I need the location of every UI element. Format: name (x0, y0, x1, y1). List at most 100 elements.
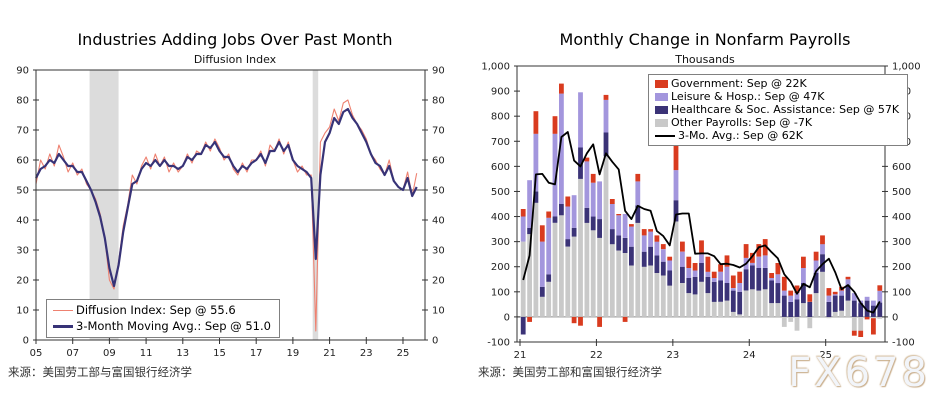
bar-segment (769, 280, 774, 304)
bar-segment (820, 271, 825, 317)
bar-segment (654, 255, 660, 273)
bar-segment (877, 302, 883, 317)
axis-tick-label: 700 (491, 137, 510, 148)
axis-tick-label: 17 (250, 348, 263, 359)
axis-tick-label: 19 (287, 348, 300, 359)
bar-segment (539, 286, 545, 297)
bar-segment (692, 263, 698, 271)
axis-tick-label: 60 (16, 156, 29, 167)
axis-tick-label: 23 (666, 350, 679, 361)
bar-segment (609, 244, 615, 317)
bar-segment (807, 294, 813, 302)
bar-segment (603, 94, 609, 100)
bar-segment (845, 279, 851, 286)
bar-segment (571, 227, 577, 237)
axis-tick-label: 25 (819, 350, 832, 361)
bar-segment (686, 268, 692, 278)
legend-label: Healthcare & Soc. Assistance: Sep @ 57K (671, 103, 900, 116)
axis-tick-label: 0 (892, 312, 898, 323)
legend-item: Other Payrolls: Sep @ -7K (655, 116, 899, 129)
bar-segment (686, 256, 692, 268)
bar-segment (578, 316, 583, 326)
bar-segment (775, 283, 781, 304)
bar-segment (788, 301, 794, 317)
bar-segment (845, 276, 851, 280)
bar-segment (527, 234, 532, 317)
bar-segment (552, 133, 558, 217)
axis-tick-label: 900 (491, 87, 510, 98)
axis-tick-label: 21 (514, 350, 527, 361)
legend-item: Healthcare & Soc. Assistance: Sep @ 57K (655, 103, 899, 116)
bar-segment (641, 266, 647, 317)
bar-segment (667, 270, 673, 286)
legend-item: Leisure & Hosp.: Sep @ 47K (655, 90, 899, 103)
three-month-average-line (522, 131, 881, 314)
bar-segment (762, 239, 768, 256)
axis-tick-label: 30 (16, 246, 29, 257)
legend-color-swatch (655, 119, 668, 127)
bar-segment (718, 264, 723, 272)
bar-segment (660, 244, 666, 250)
bar-segment (673, 221, 679, 317)
bar-segment (660, 261, 666, 276)
bar-segment (559, 204, 564, 216)
bar-segment (839, 295, 844, 311)
bar-segment (527, 180, 532, 228)
axis-tick-label: 20 (16, 276, 29, 287)
legend-item: Government: Sep @ 22K (655, 77, 899, 90)
bar-segment (629, 224, 634, 227)
axis-tick-label: 70 (16, 126, 29, 137)
legend-item: 3-Mo. Avg.: Sep @ 62K (655, 129, 899, 142)
axis-tick-label: 90 (432, 66, 445, 77)
bar-segment (616, 250, 622, 317)
axis-tick-label: 24 (743, 350, 756, 361)
bar-segment (571, 195, 577, 228)
nonfarm-payrolls-chart-panel: Monthly Change in Nonfarm Payrolls Thous… (470, 0, 940, 413)
bar-segment (737, 314, 743, 317)
left-chart-legend: Diffusion Index: Sep @ 55.6 3-Month Movin… (46, 299, 280, 338)
bar-segment (527, 316, 532, 322)
axis-tick-label: 100 (892, 287, 911, 298)
axis-tick-label: 11 (140, 348, 153, 359)
bar-segment (851, 330, 857, 336)
bar-segment (737, 283, 743, 292)
axis-tick-label: 800 (491, 112, 510, 123)
bar-segment (801, 303, 806, 317)
legend-color-swatch (655, 106, 668, 114)
legend-line-swatch (53, 310, 73, 311)
bar-segment (648, 265, 653, 317)
bar-segment (699, 254, 704, 263)
bar-segment (743, 244, 749, 258)
bar-segment (826, 288, 832, 296)
bar-segment (756, 256, 762, 268)
bar-segment (597, 181, 602, 219)
bar-segment (641, 229, 647, 236)
bar-segment (546, 281, 552, 317)
axis-tick-label: 600 (892, 162, 911, 173)
bar-segment (877, 316, 883, 319)
plot-border (35, 69, 426, 341)
bar-segment (820, 244, 825, 255)
bar-segment (552, 216, 558, 223)
axis-tick-label: 500 (892, 187, 911, 198)
bar-segment (597, 316, 602, 327)
bar-segment (750, 263, 755, 266)
bar-segment (546, 217, 552, 275)
legend-label: Diffusion Index: Sep @ 55.6 (76, 303, 236, 317)
bar-segment (737, 291, 743, 315)
plot-border (516, 65, 886, 343)
bar-segment (730, 290, 736, 312)
bar-segment (743, 290, 749, 317)
moving-average-line (35, 107, 418, 288)
axis-tick-label: 100 (491, 287, 510, 298)
bar-segment (578, 92, 583, 148)
bar-segment (769, 278, 774, 281)
bar-segment (565, 206, 571, 240)
bar-segment (680, 241, 685, 252)
bar-segment (705, 293, 711, 317)
bar-segment (680, 283, 685, 317)
bar-segment (788, 295, 794, 302)
axis-tick-label: 80 (16, 96, 29, 107)
bar-segment (686, 278, 692, 294)
bar-segment (539, 241, 545, 287)
